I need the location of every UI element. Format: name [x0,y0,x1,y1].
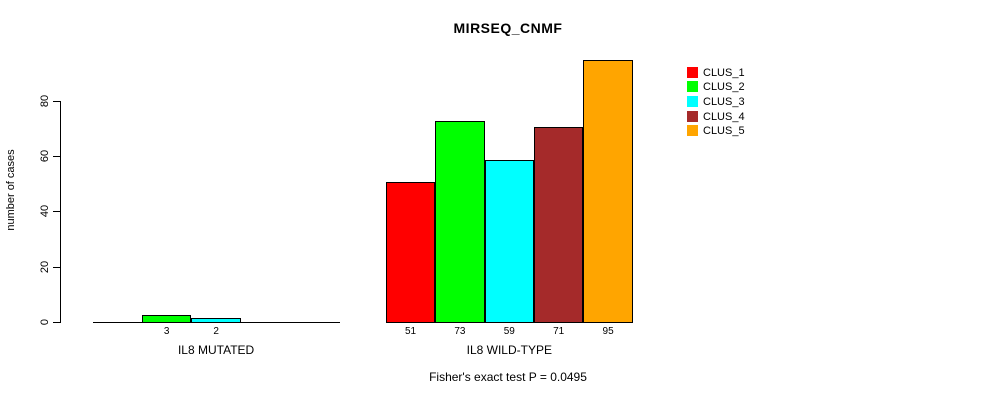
bar-CLUS_2 [142,314,192,323]
bar-CLUS_5 [583,60,633,323]
y-tick-label: 60 [39,149,51,163]
y-tick-label: 20 [39,260,51,273]
y-tick-label: 0 [39,318,51,326]
bar-value-label: 51 [404,325,417,337]
y-tick-label: 80 [39,94,51,107]
y-tick-mark [53,211,60,213]
bar-CLUS_3 [484,159,534,323]
bar-CLUS_1 [385,181,436,323]
group-label: IL8 WILD-TYPE [466,343,552,357]
group-label: IL8 MUTATED [177,343,255,357]
legend-label-CLUS_2: CLUS_2 [703,81,745,94]
y-tick-mark [53,100,60,102]
bar-CLUS_3 [191,317,241,323]
bar-value-label: 71 [553,325,565,337]
bar-value-label: 95 [602,325,614,337]
legend-label-CLUS_4: CLUS_4 [703,110,745,123]
y-axis-label: number of cases [5,149,17,231]
bar-value-label: 73 [454,325,466,337]
footer-stat-note: Fisher's exact test P = 0.0495 [429,370,587,384]
legend-swatch-CLUS_5 [687,125,698,137]
legend-swatch-CLUS_3 [687,95,698,107]
legend-label-CLUS_1: CLUS_1 [703,66,745,79]
chart-title: MIRSEQ_CNMF [453,20,563,36]
bar-value-label: 59 [503,325,515,337]
legend-swatch-CLUS_4 [687,110,698,122]
legend-label-CLUS_5: CLUS_5 [703,125,745,138]
legend-swatch-CLUS_1 [687,66,698,78]
bar-value-label: 3 [163,325,170,337]
y-tick-mark [53,155,60,157]
bar-CLUS_2 [435,121,485,323]
y-axis-line [60,100,61,323]
bar-value-label: 2 [213,325,219,337]
y-tick-mark [53,266,60,268]
legend-label-CLUS_3: CLUS_3 [703,95,745,108]
bar-CLUS_4 [534,126,584,323]
y-tick-label: 40 [39,205,51,218]
y-tick-mark [53,322,60,323]
legend-swatch-CLUS_2 [687,81,698,93]
